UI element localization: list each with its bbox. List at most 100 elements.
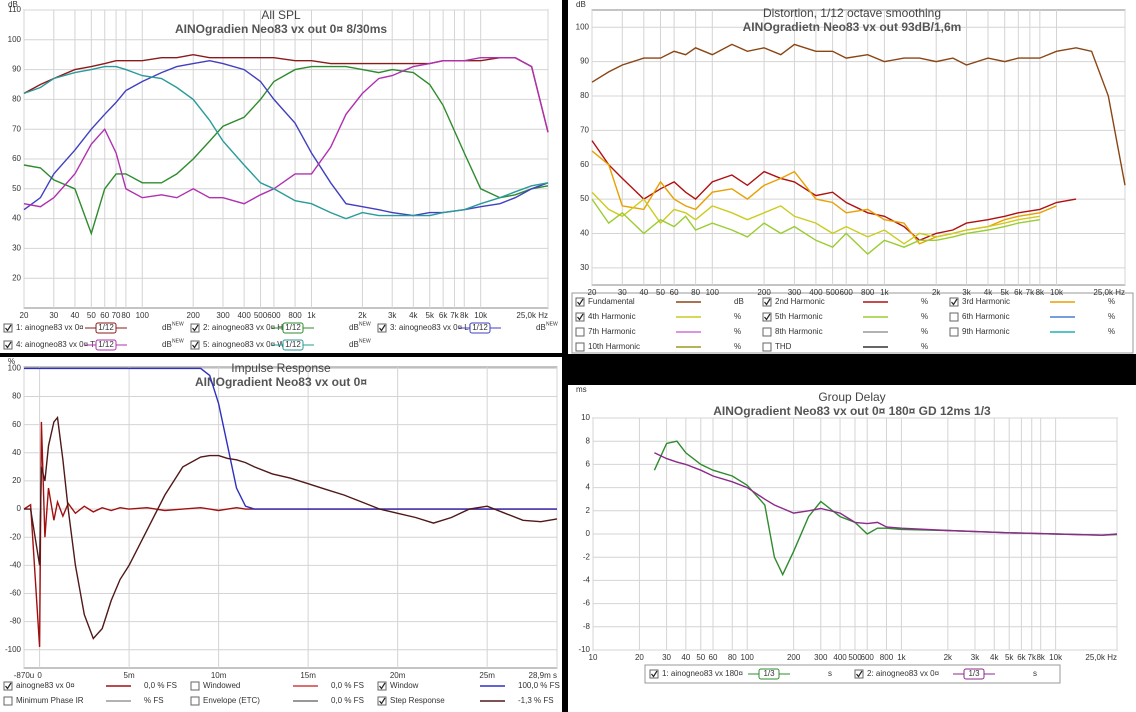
x-tick-label: 80: [691, 288, 700, 297]
check-mark: [192, 341, 199, 349]
legend-unit: dB: [162, 323, 172, 332]
y-tick-label: 50: [580, 194, 589, 203]
legend-unit: %: [921, 342, 928, 351]
legend-label: 6th Harmonic: [962, 312, 1010, 321]
legend-label: 8th Harmonic: [775, 327, 823, 336]
x-tick-label: 30: [49, 311, 58, 320]
legend-unit: %: [734, 342, 741, 351]
legend-reading: -1,3 % FS: [518, 696, 554, 705]
legend-checkbox[interactable]: [575, 327, 585, 337]
legend-checkbox[interactable]: [190, 340, 200, 350]
series-line: [23, 65, 549, 220]
x-tick-label: 15m: [300, 671, 316, 680]
legend-label: 7th Harmonic: [588, 327, 636, 336]
legend-checkbox[interactable]: [949, 312, 959, 322]
x-tick-label: 28,9m s: [529, 671, 557, 680]
y-tick-label: 40: [580, 229, 589, 238]
x-tick-label: 100: [741, 653, 755, 662]
x-tick-label: 200: [787, 653, 801, 662]
x-tick-label: 25,0k Hz: [516, 311, 548, 320]
x-tick-label: 10k: [1049, 653, 1063, 662]
check-mark: [651, 670, 658, 678]
y-tick-label: 30: [12, 244, 21, 253]
legend-label: 3: ainogneo83 vx 0¤ LM: [390, 323, 476, 332]
x-tick-label: 600: [267, 311, 281, 320]
legend-label: ainogne83 vx 0¤: [16, 681, 75, 690]
check-mark: [5, 324, 12, 332]
legend-checkbox[interactable]: [762, 342, 772, 352]
legend-checkbox[interactable]: [575, 312, 585, 322]
y-tick-label: 40: [12, 448, 21, 457]
legend-unit: dB: [349, 340, 359, 349]
legend-unit: s: [828, 669, 832, 678]
legend-checkbox[interactable]: [3, 696, 13, 706]
x-tick-label: 70: [112, 311, 121, 320]
x-tick-label: 7k: [1026, 288, 1035, 297]
legend-checkbox[interactable]: [190, 696, 200, 706]
x-tick-label: 2k: [944, 653, 953, 662]
legend-label: 2: ainogneo83 vx 0¤: [867, 669, 940, 678]
y-tick-label: 20: [12, 476, 21, 485]
legend-checkbox[interactable]: [575, 342, 585, 352]
legend-unit: dB: [536, 323, 546, 332]
check-mark: [577, 298, 584, 306]
legend-checkbox[interactable]: [949, 327, 959, 337]
legend-checkbox[interactable]: [762, 327, 772, 337]
legend-label: THD: [775, 342, 792, 351]
y-unit: %: [8, 357, 15, 366]
legend-checkbox[interactable]: [575, 297, 585, 307]
x-tick-label: 25,0k Hz: [1093, 288, 1125, 297]
legend-unit: %: [734, 312, 741, 321]
legend-checkbox[interactable]: [949, 297, 959, 307]
y-tick-label: 90: [12, 65, 21, 74]
legend-label: 2: ainogneo83 vx 0¤ HM: [203, 323, 290, 332]
x-tick-label: 500: [254, 311, 268, 320]
series-line: [591, 140, 1077, 242]
x-tick-label: 400: [237, 311, 251, 320]
x-tick-label: 1k: [897, 653, 906, 662]
x-tick-label: 500: [848, 653, 862, 662]
x-tick-label: 6k: [1014, 288, 1023, 297]
check-mark: [379, 324, 386, 332]
legend-checkbox[interactable]: [649, 669, 659, 679]
y-tick-label: -4: [583, 576, 591, 585]
series-line: [654, 452, 1118, 536]
legend-checkbox[interactable]: [854, 669, 864, 679]
x-tick-label: 80: [728, 653, 737, 662]
legend-label: 5: ainogneo83 vx 0¤ W: [203, 340, 285, 349]
legend-checkbox[interactable]: [190, 323, 200, 333]
y-tick-label: 70: [580, 125, 589, 134]
x-tick-label: 5k: [426, 311, 435, 320]
series-line: [591, 191, 1040, 245]
legend-checkbox[interactable]: [377, 323, 387, 333]
legend-checkbox[interactable]: [3, 340, 13, 350]
legend-checkbox[interactable]: [190, 681, 200, 691]
legend-unit: %: [1108, 297, 1115, 306]
y-tick-label: 30: [580, 263, 589, 272]
legend-smoothing: 1/12: [472, 323, 488, 332]
y-tick-label: 90: [580, 57, 589, 66]
check-mark: [379, 697, 386, 705]
legend-checkbox[interactable]: [377, 681, 387, 691]
legend-checkbox[interactable]: [762, 312, 772, 322]
check-mark: [856, 670, 863, 678]
legend-label: 4th Harmonic: [588, 312, 636, 321]
legend-reading: 100,0 % FS: [518, 681, 560, 690]
legend-label: Envelope (ETC): [203, 696, 260, 705]
x-tick-label: 1k: [880, 288, 889, 297]
legend-checkbox[interactable]: [762, 297, 772, 307]
y-tick-label: 60: [12, 154, 21, 163]
y-tick-label: 20: [12, 273, 21, 282]
y-tick-label: -8: [583, 622, 591, 631]
x-tick-label: 300: [216, 311, 230, 320]
legend-checkbox[interactable]: [3, 323, 13, 333]
y-tick-label: -60: [9, 589, 21, 598]
legend-checkbox[interactable]: [377, 696, 387, 706]
legend-unit: %: [921, 327, 928, 336]
series-line: [591, 43, 1126, 186]
legend-unit-note: NEW: [172, 338, 184, 344]
y-tick-label: 10: [581, 413, 590, 422]
legend-unit: dB: [162, 340, 172, 349]
legend-checkbox[interactable]: [3, 681, 13, 691]
x-tick-label: 20: [20, 311, 29, 320]
